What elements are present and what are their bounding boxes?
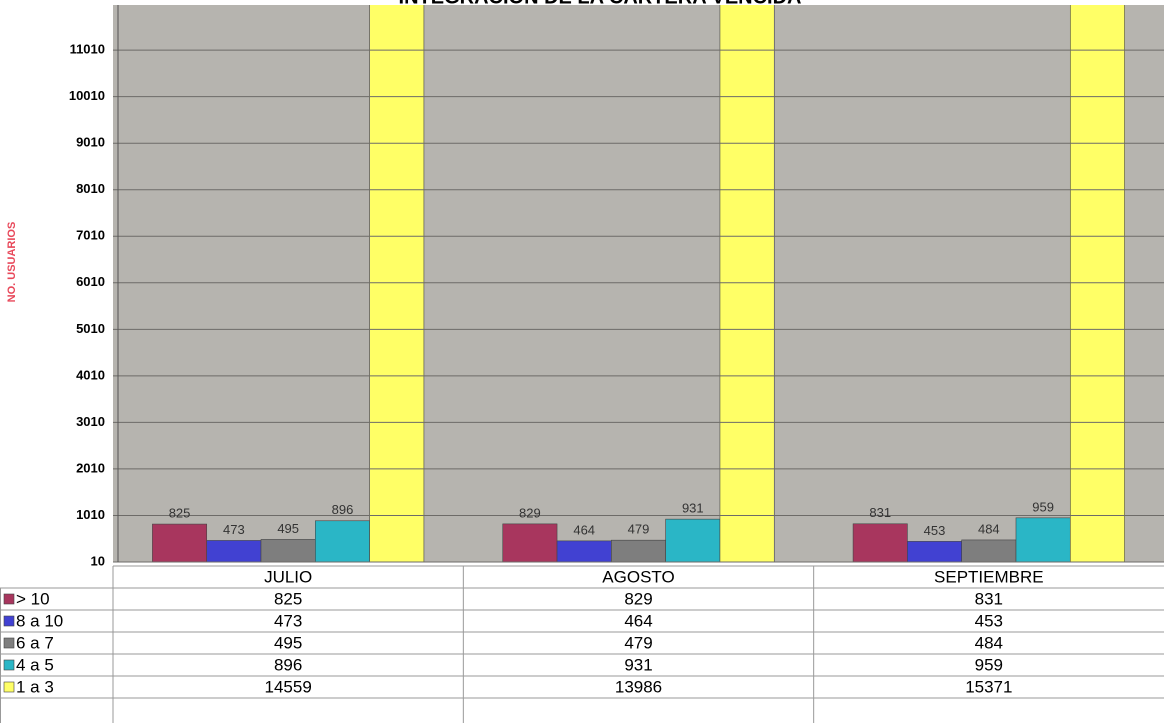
bar bbox=[152, 523, 208, 562]
table-cell: 831 bbox=[975, 589, 1003, 608]
legend-label: 8 a 10 bbox=[16, 611, 63, 630]
y-tick-label: 10010 bbox=[69, 88, 105, 103]
legend-swatch bbox=[3, 615, 15, 627]
data-label: 495 bbox=[277, 521, 299, 536]
legend-label: 4 a 5 bbox=[16, 655, 54, 674]
legend-swatch bbox=[3, 659, 15, 671]
bar bbox=[1069, 5, 1125, 562]
data-label: 825 bbox=[169, 506, 191, 521]
data-label: 479 bbox=[628, 522, 650, 537]
data-label: 831 bbox=[869, 505, 891, 520]
table-cell: 13986 bbox=[615, 677, 662, 696]
y-tick-label: 3010 bbox=[76, 414, 105, 429]
data-label: 896 bbox=[332, 502, 354, 517]
table-cell: 464 bbox=[624, 611, 652, 630]
y-tick-label: 2010 bbox=[76, 460, 105, 475]
table-cell: 959 bbox=[975, 655, 1003, 674]
bar bbox=[556, 540, 612, 562]
y-tick-label: 5010 bbox=[76, 321, 105, 336]
table-cell: 484 bbox=[975, 633, 1003, 652]
plot-area bbox=[113, 5, 1164, 562]
table-cell: 15371 bbox=[965, 677, 1012, 696]
y-tick-label: 10 bbox=[91, 553, 105, 568]
table-cell: 829 bbox=[624, 589, 652, 608]
data-label: 829 bbox=[519, 505, 541, 520]
table-cell: 453 bbox=[975, 611, 1003, 630]
bar bbox=[611, 539, 666, 562]
legend-swatch bbox=[3, 681, 15, 693]
table-header: JULIO bbox=[264, 567, 312, 586]
y-tick-label: 7010 bbox=[76, 228, 105, 243]
bar bbox=[665, 518, 721, 562]
table-cell: 473 bbox=[274, 611, 302, 630]
bar bbox=[719, 5, 775, 562]
y-tick-label: 11010 bbox=[70, 42, 105, 57]
y-tick-label: 4010 bbox=[76, 367, 105, 382]
y-tick-label: 1010 bbox=[76, 507, 105, 522]
table-header: SEPTIEMBRE bbox=[934, 567, 1044, 586]
legend-label: 6 a 7 bbox=[16, 633, 54, 652]
bar bbox=[315, 520, 370, 562]
table-header: AGOSTO bbox=[602, 567, 674, 586]
table-cell: 14559 bbox=[265, 677, 312, 696]
bars bbox=[152, 5, 1125, 562]
y-tick-label: 8010 bbox=[76, 181, 105, 196]
data-label: 484 bbox=[978, 521, 1000, 536]
bar bbox=[502, 523, 558, 562]
data-label: 453 bbox=[924, 523, 946, 538]
legend-label: > 10 bbox=[16, 589, 50, 608]
data-label: 959 bbox=[1032, 499, 1054, 514]
y-axis-label: NO. USUARIOS bbox=[6, 222, 18, 303]
data-label: 931 bbox=[682, 501, 704, 516]
bar bbox=[1015, 517, 1071, 562]
bar bbox=[260, 539, 316, 562]
table-cell: 479 bbox=[624, 633, 652, 652]
bar bbox=[907, 541, 962, 562]
chart-title: INTEGRACION DE LA CARTERA VENCIDA bbox=[399, 0, 802, 8]
bar bbox=[852, 523, 908, 562]
table-cell: 495 bbox=[274, 633, 302, 652]
bar bbox=[961, 539, 1017, 562]
table-cell: 825 bbox=[274, 589, 302, 608]
data-label: 464 bbox=[573, 522, 595, 537]
bar bbox=[369, 5, 425, 562]
table-cell: 896 bbox=[274, 655, 302, 674]
data-label: 473 bbox=[223, 522, 245, 537]
legend-swatch bbox=[3, 637, 15, 649]
legend-label: 1 a 3 bbox=[16, 677, 54, 696]
table-cell: 931 bbox=[624, 655, 652, 674]
bar bbox=[206, 540, 262, 562]
y-tick-label: 9010 bbox=[76, 135, 105, 150]
y-tick-label: 6010 bbox=[76, 274, 105, 289]
legend-swatch bbox=[3, 593, 15, 605]
